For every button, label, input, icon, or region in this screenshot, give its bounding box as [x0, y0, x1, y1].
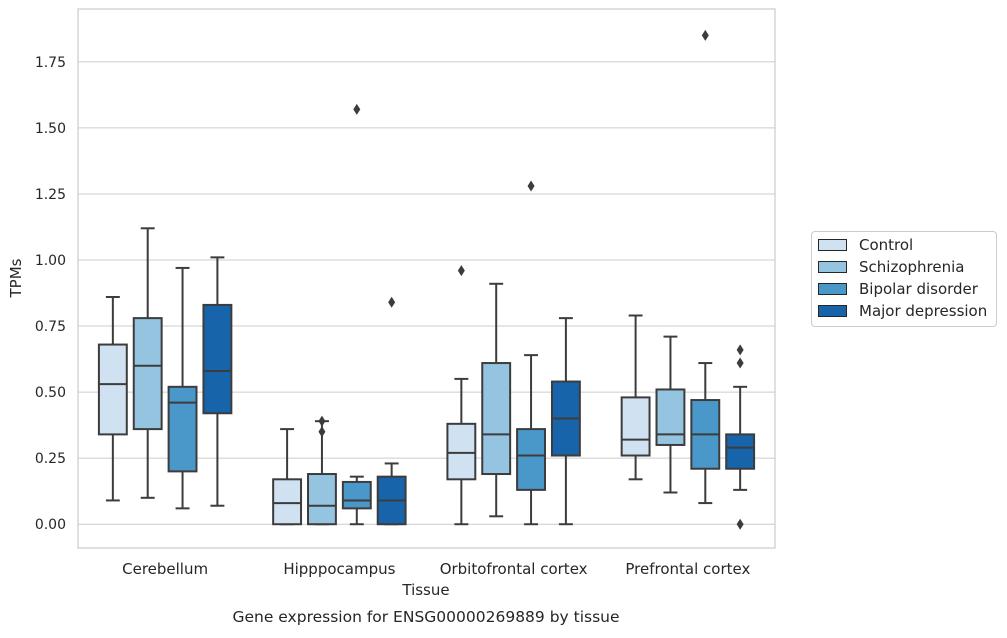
outlier-point-hipppocampus-schizophrenia [318, 426, 326, 438]
y-tick-label: 0.25 [35, 451, 66, 467]
x-tick-label: Prefrontal cortex [625, 560, 750, 578]
y-tick-label: 0.00 [35, 517, 66, 533]
legend-swatch-major-depression [818, 305, 847, 317]
outlier-point-prefrontal-cortex-major-depression [736, 344, 744, 356]
outlier-point-prefrontal-cortex-major-depression [736, 357, 744, 369]
x-axis-label: Tissue [401, 581, 449, 599]
legend-item-bipolar-disorder: Bipolar disorder [818, 279, 978, 299]
y-tick-label: 0.75 [35, 319, 66, 335]
box-cerebellum-schizophrenia [132, 317, 163, 431]
legend-item-control: Control [818, 235, 913, 255]
y-axis-label: TPMs [7, 258, 25, 298]
outlier-point-orbitofrontal-cortex-bipolar-disorder [527, 180, 535, 192]
box-orbitofrontal-cortex-bipolar-disorder [516, 428, 546, 491]
legend: Control Schizophrenia Bipolar disorder M… [811, 231, 997, 327]
y-tick-label: 1.50 [35, 121, 66, 137]
legend-swatch-control [818, 239, 847, 251]
legend-label-schizophrenia: Schizophrenia [859, 258, 965, 276]
box-hipppocampus-control [272, 478, 303, 526]
outlier-point-prefrontal-cortex-major-depression [736, 518, 744, 530]
y-tick-label: 1.00 [35, 253, 66, 269]
outlier-point-orbitofrontal-cortex-control [457, 265, 465, 277]
box-cerebellum-major-depression [202, 303, 233, 415]
box-cerebellum-bipolar-disorder [167, 385, 198, 473]
legend-item-major-depression: Major depression [818, 301, 987, 321]
y-tick-label: 1.75 [35, 55, 66, 71]
box-prefrontal-cortex-control [620, 396, 651, 457]
outlier-point-hipppocampus-bipolar-disorder [353, 103, 361, 115]
legend-item-schizophrenia: Schizophrenia [818, 257, 964, 277]
box-hipppocampus-schizophrenia [307, 473, 337, 526]
box-orbitofrontal-cortex-control [446, 422, 477, 481]
y-tick-label: 0.50 [35, 385, 66, 401]
box-hipppocampus-bipolar-disorder [341, 480, 372, 510]
chart-title: Gene expression for ENSG00000269889 by t… [232, 608, 619, 626]
x-tick-label: Orbitofrontal cortex [440, 560, 588, 578]
x-tick-label: Cerebellum [122, 560, 208, 578]
plot-frame [77, 8, 776, 549]
box-prefrontal-cortex-schizophrenia [655, 388, 686, 446]
outlier-point-prefrontal-cortex-bipolar-disorder [701, 29, 709, 41]
box-orbitofrontal-cortex-schizophrenia [481, 362, 512, 476]
legend-label-control: Control [859, 236, 914, 254]
y-tick-label: 1.25 [35, 187, 66, 203]
legend-label-bipolar-disorder: Bipolar disorder [859, 280, 978, 298]
legend-swatch-schizophrenia [818, 261, 847, 273]
outlier-point-hipppocampus-schizophrenia [318, 415, 326, 427]
legend-label-major-depression: Major depression [859, 302, 988, 320]
legend-swatch-bipolar-disorder [818, 283, 847, 295]
outlier-point-hipppocampus-major-depression [388, 296, 396, 308]
box-prefrontal-cortex-major-depression [725, 433, 756, 470]
box-cerebellum-control [97, 343, 128, 436]
x-tick-label: Hipppocampus [283, 560, 395, 578]
